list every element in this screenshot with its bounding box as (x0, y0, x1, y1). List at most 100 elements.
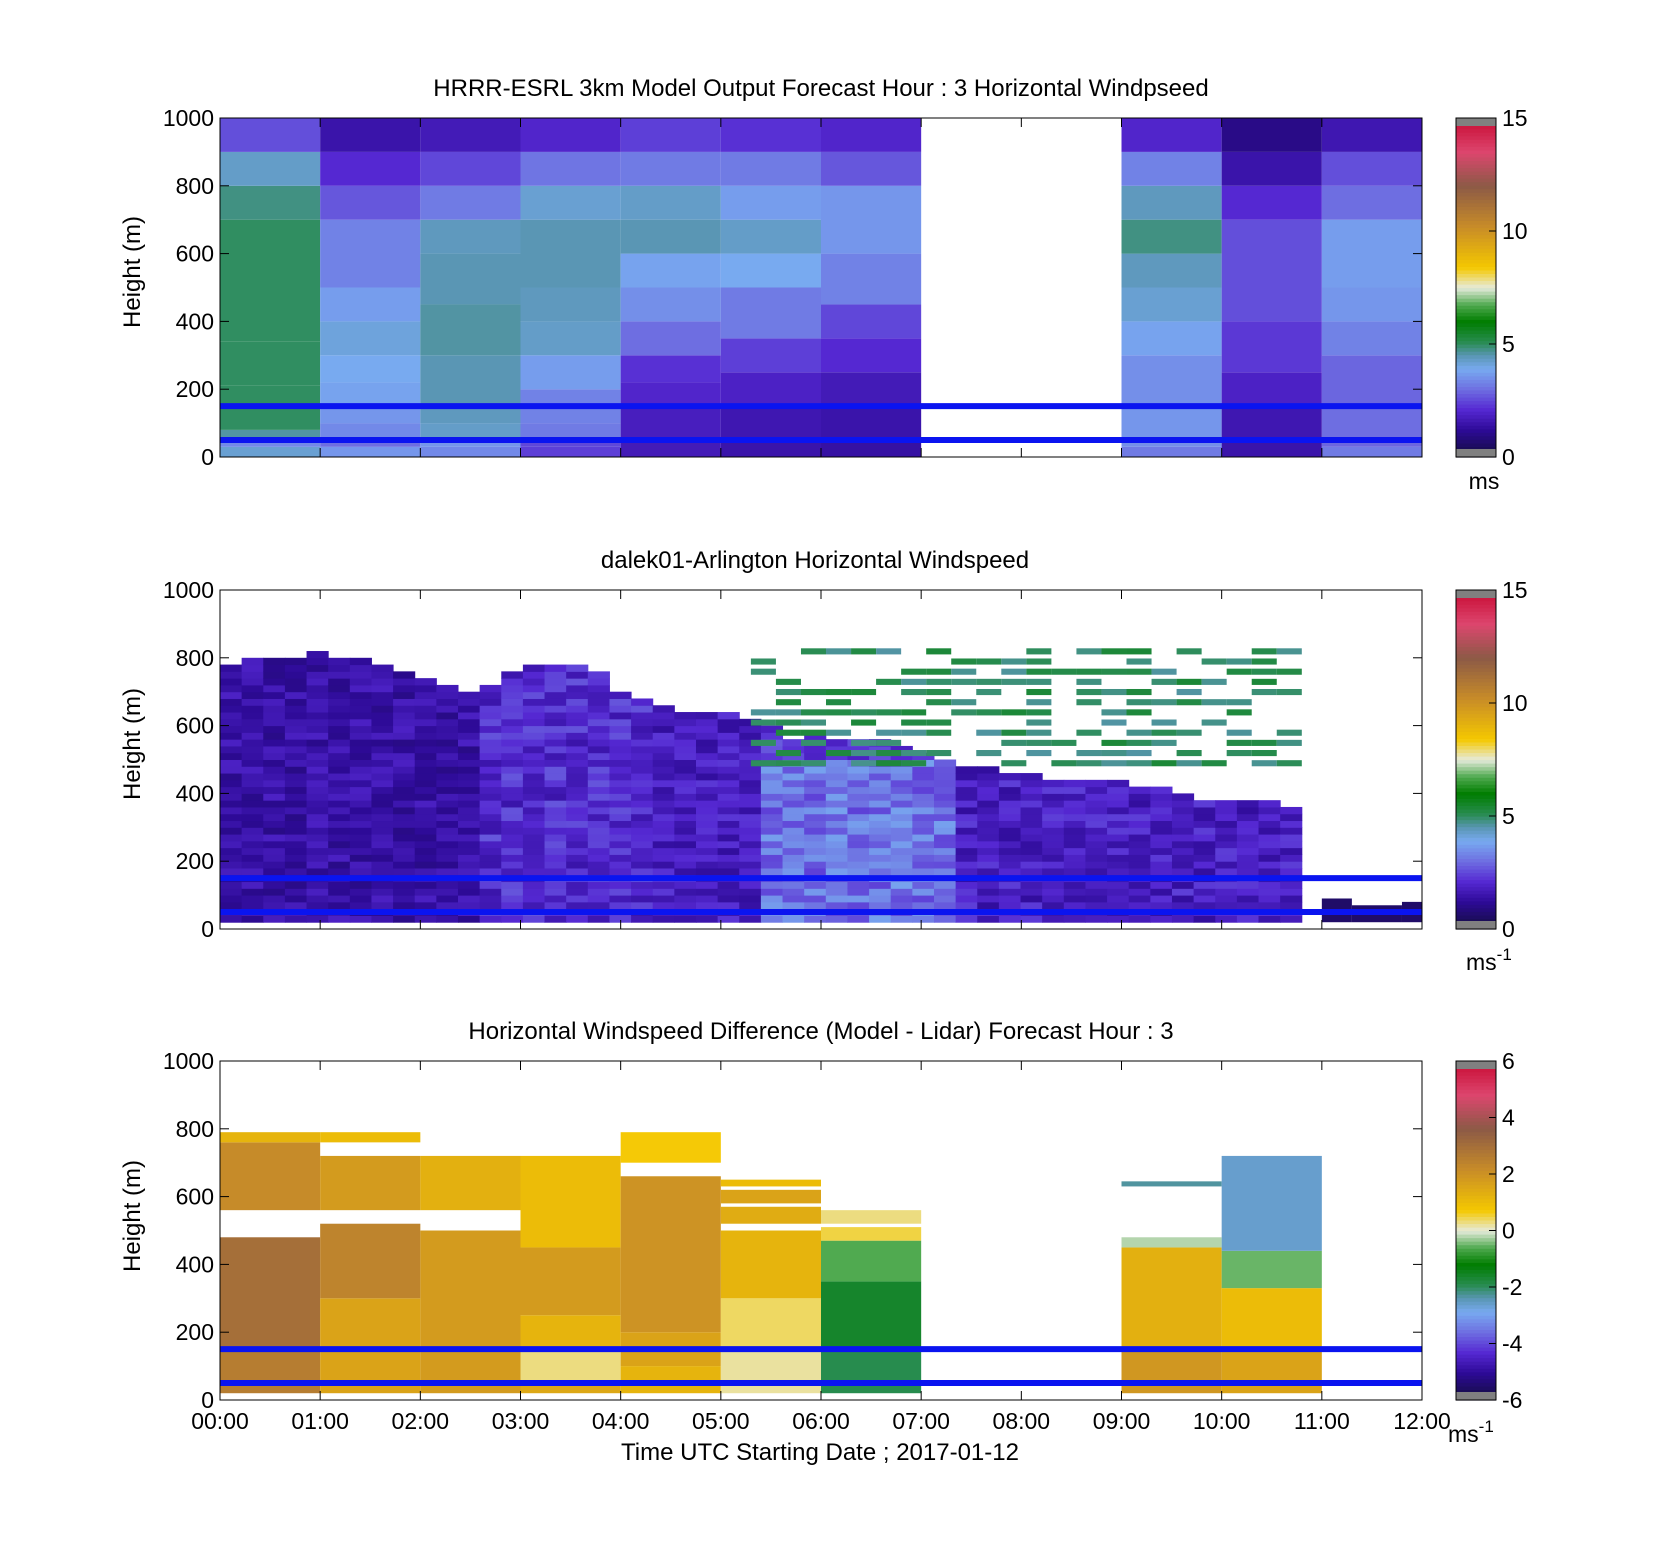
heatmap-cell (912, 834, 935, 842)
heatmap-cell (414, 847, 437, 855)
heatmap-cell (349, 712, 372, 720)
heatmap-cell (520, 406, 621, 424)
heatmap-cell (436, 732, 459, 740)
heatmap-cell (328, 684, 351, 693)
heatmap-cell (901, 709, 927, 716)
heatmap-cell (631, 745, 654, 754)
heatmap-cell (1150, 861, 1173, 869)
heatmap-cell (1280, 895, 1303, 903)
heatmap-cell (1063, 867, 1086, 876)
heatmap-cell (220, 671, 243, 679)
heatmap-cell (566, 773, 589, 781)
heatmap-cell (720, 151, 821, 186)
colorbar-swatch (1456, 294, 1496, 299)
heatmap-cell (955, 779, 978, 788)
heatmap-cell (652, 705, 675, 713)
heatmap-cell (1085, 901, 1108, 910)
colorbar-tick-label: 10 (1502, 690, 1528, 716)
heatmap-cell (821, 1349, 922, 1394)
heatmap-cell (284, 766, 308, 774)
heatmap-cell (393, 834, 416, 842)
heatmap-cell (1107, 888, 1130, 896)
heatmap-cell (890, 786, 913, 794)
heatmap-cell (1221, 321, 1322, 373)
colorbar-swatch (1456, 259, 1496, 264)
heatmap-cell (1171, 840, 1195, 849)
colorbar-swatch (1456, 713, 1496, 718)
heatmap-cell (349, 800, 372, 808)
heatmap-cell (220, 1142, 321, 1211)
colorbar-swatch (1456, 428, 1496, 433)
heatmap-cell (652, 718, 675, 727)
heatmap-cell (393, 867, 416, 876)
heatmap-cell (328, 793, 351, 801)
heatmap-cell (955, 901, 978, 910)
heatmap-cell (1215, 895, 1238, 903)
heatmap-cell (775, 760, 801, 767)
heatmap-cell (890, 766, 913, 774)
heatmap-cell (720, 1230, 821, 1299)
heatmap-cell (695, 901, 719, 910)
heatmap-cell (263, 820, 286, 828)
heatmap-cell (320, 185, 421, 220)
heatmap-cell (631, 759, 654, 767)
heatmap-cell (414, 684, 437, 693)
heatmap-cell (1171, 861, 1195, 869)
heatmap-cell (220, 888, 243, 896)
heatmap-cell (652, 773, 675, 781)
heatmap-cell (1258, 813, 1281, 822)
heatmap-cell (804, 834, 827, 842)
heatmap-cell (1258, 888, 1281, 896)
heatmap-cell (414, 759, 437, 767)
heatmap-cell (739, 752, 762, 760)
colorbar-swatch (1456, 653, 1496, 658)
heatmap-cell (520, 185, 621, 220)
heatmap-cell (306, 861, 329, 869)
heatmap-cell (414, 827, 437, 835)
heatmap-cell (1226, 658, 1252, 665)
heatmap-cell (869, 806, 892, 815)
heatmap-cell (847, 806, 870, 815)
heatmap-cell (544, 840, 567, 849)
heatmap-cell (241, 712, 264, 720)
heatmap-cell (912, 827, 935, 835)
heatmap-cell (1020, 861, 1043, 869)
heatmap-cell (1085, 820, 1108, 828)
heatmap-cell (620, 355, 721, 383)
heatmap-cell (479, 786, 502, 794)
colorbar-cap (1456, 1061, 1496, 1069)
heatmap-cell (926, 678, 952, 685)
heatmap-cell (457, 779, 481, 788)
colorbar-swatch (1456, 220, 1496, 225)
heatmap-cell (1193, 820, 1216, 828)
heatmap-cell (1193, 813, 1216, 822)
heatmap-cell (1201, 699, 1227, 706)
heatmap-cell (520, 1349, 621, 1384)
heatmap-cell (263, 752, 286, 760)
heatmap-cell (1076, 688, 1102, 696)
heatmap-cell (1171, 881, 1195, 889)
heatmap-cell (739, 827, 762, 835)
heatmap-cell (263, 684, 286, 693)
heatmap-cell (587, 759, 610, 767)
heatmap-cell (479, 820, 502, 828)
heatmap-cell (695, 759, 719, 767)
heatmap-cell (414, 691, 437, 699)
heatmap-cell (457, 834, 481, 842)
heatmap-cell (1020, 813, 1043, 822)
colorbar-cap (1456, 118, 1496, 126)
heatmap-cell (720, 406, 821, 441)
heatmap-cell (306, 881, 329, 889)
heatmap-cell (371, 888, 394, 896)
heatmap-cell (1042, 779, 1065, 788)
heatmap-cell (544, 684, 567, 693)
heatmap-cell (912, 854, 935, 862)
heatmap-cell (782, 820, 805, 828)
heatmap-cell (912, 786, 935, 794)
heatmap-cell (1020, 895, 1043, 903)
heatmap-cell (1042, 888, 1065, 896)
heatmap-cell (306, 745, 329, 754)
heatmap-cell (674, 739, 697, 747)
heatmap-cell (544, 888, 567, 896)
